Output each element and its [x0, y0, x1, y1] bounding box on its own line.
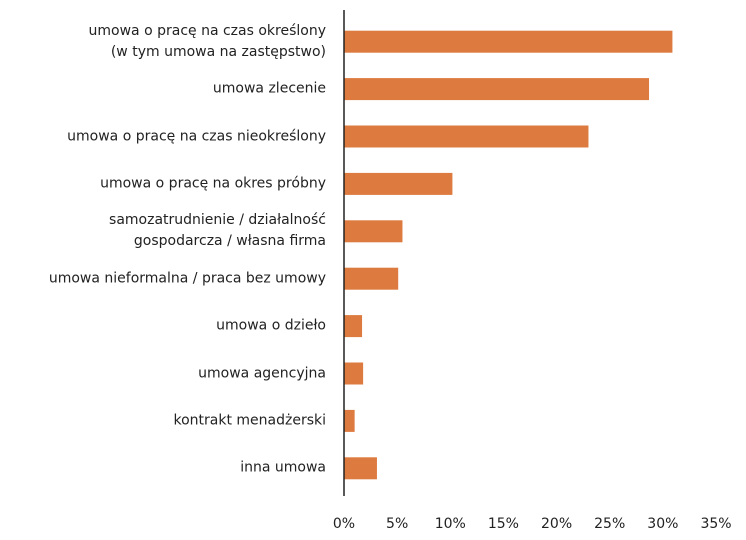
bar: [344, 30, 673, 53]
y-tick-label: umowa o dzieło: [216, 317, 326, 334]
x-tick-label: 30%: [647, 516, 678, 532]
y-tick-label: umowa zlecenie: [212, 80, 326, 97]
x-tick-label: 5%: [386, 516, 408, 532]
bar: [344, 172, 453, 195]
y-tick-label: umowa o pracę na czas określony (w tym u…: [88, 22, 326, 60]
x-tick-label: 15%: [488, 516, 519, 532]
y-tick-label: inna umowa: [240, 459, 326, 476]
bar: [344, 315, 363, 338]
x-tick-label: 20%: [541, 516, 572, 532]
bar: [344, 78, 650, 101]
bar: [344, 220, 403, 243]
bar: [344, 409, 355, 432]
bar: [344, 362, 364, 385]
bar: [344, 125, 589, 148]
y-tick-label: umowa nieformalna / praca bez umowy: [48, 270, 326, 287]
y-tick-label: kontrakt menadżerski: [173, 412, 326, 429]
x-tick-label: 0%: [333, 516, 355, 532]
x-tick-label: 35%: [700, 516, 731, 532]
y-tick-label: umowa o pracę na czas nieokreślony: [67, 128, 326, 144]
y-tick-label: samozatrudnienie / działalność gospodarc…: [109, 212, 326, 250]
x-tick-label: 10%: [435, 516, 466, 532]
bar: [344, 267, 399, 290]
y-tick-label: umowa o pracę na okres próbny: [100, 175, 326, 192]
x-tick-label: 25%: [594, 516, 625, 532]
bar: [344, 457, 377, 480]
y-tick-label: umowa agencyjna: [198, 365, 326, 381]
